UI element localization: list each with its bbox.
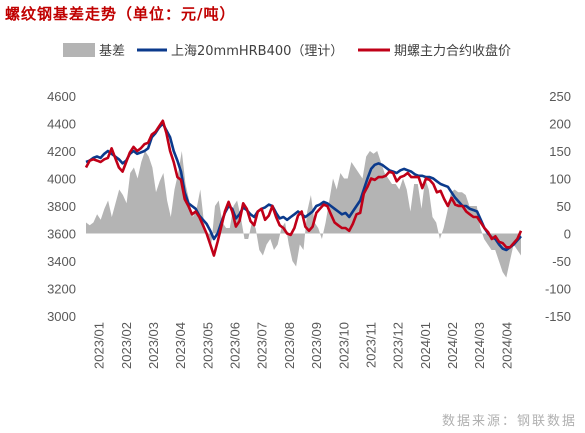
legend-label-futures: 期螺主力合约收盘价: [394, 43, 511, 59]
x-tick-label: 2023/11: [363, 322, 378, 368]
x-tick-label: 2023/05: [200, 322, 215, 369]
y-right-tick-label: -100: [545, 282, 571, 297]
x-tick-label: 2023/04: [173, 322, 188, 369]
y-left-tick-label: 4000: [47, 172, 76, 187]
y-left-tick-label: 3800: [47, 199, 76, 214]
x-tick-label: 2023/09: [309, 322, 324, 369]
y-right-tick-label: 200: [549, 117, 571, 132]
x-tick-label: 2023/08: [282, 322, 297, 369]
y-right-tick-label: 50: [557, 199, 571, 214]
plot-area: [84, 119, 523, 278]
legend-swatch-basis: [63, 43, 95, 57]
y-left-tick-label: 3400: [47, 254, 76, 269]
x-tick-label: 2023/01: [92, 322, 107, 369]
x-tick-label: 2023/02: [119, 322, 134, 369]
data-source: 数据来源：钢联数据: [441, 414, 577, 429]
y-left-tick-label: 3600: [47, 227, 76, 242]
y-left-tick-label: 4400: [47, 117, 76, 132]
y-right-tick-label: 100: [549, 172, 571, 187]
x-tick-label: 2024/01: [418, 322, 433, 369]
legend: 基差 上海20mmHRB400（理计） 期螺主力合约收盘价: [63, 43, 511, 59]
x-tick-label: 2023/12: [391, 322, 406, 369]
legend-label-basis: 基差: [99, 44, 125, 59]
y-right-tick-label: -50: [552, 254, 571, 269]
y-left-tick-label: 3000: [47, 309, 76, 324]
series-futures-line: [84, 119, 523, 257]
y-left-tick-label: 4600: [47, 89, 76, 104]
y-left-tick-label: 3200: [47, 282, 76, 297]
x-tick-label: 2024/02: [445, 322, 460, 369]
x-tick-label: 2024/03: [472, 322, 487, 369]
x-tick-label: 2023/03: [146, 322, 161, 369]
legend-label-spot: 上海20mmHRB400（理计）: [171, 44, 343, 59]
x-tick-label: 2023/06: [228, 322, 243, 369]
y-right-tick-label: 250: [549, 89, 571, 104]
y-right-tick-label: -150: [545, 309, 571, 324]
x-tick-label: 2023/10: [336, 322, 351, 369]
series-basis-area: [86, 151, 521, 278]
x-tick-label: 2024/04: [499, 322, 514, 369]
y-right-tick-label: 0: [564, 227, 571, 242]
x-tick-label: 2023/07: [255, 322, 270, 369]
axes: 4600 4400 4200 4000 3800 3600 3400 3200 3000 250 2…: [47, 89, 571, 369]
y-right-tick-label: 150: [549, 144, 571, 159]
y-left-tick-label: 4200: [47, 144, 76, 159]
chart-title: 螺纹钢基差走势（单位：元/吨）: [5, 5, 236, 23]
